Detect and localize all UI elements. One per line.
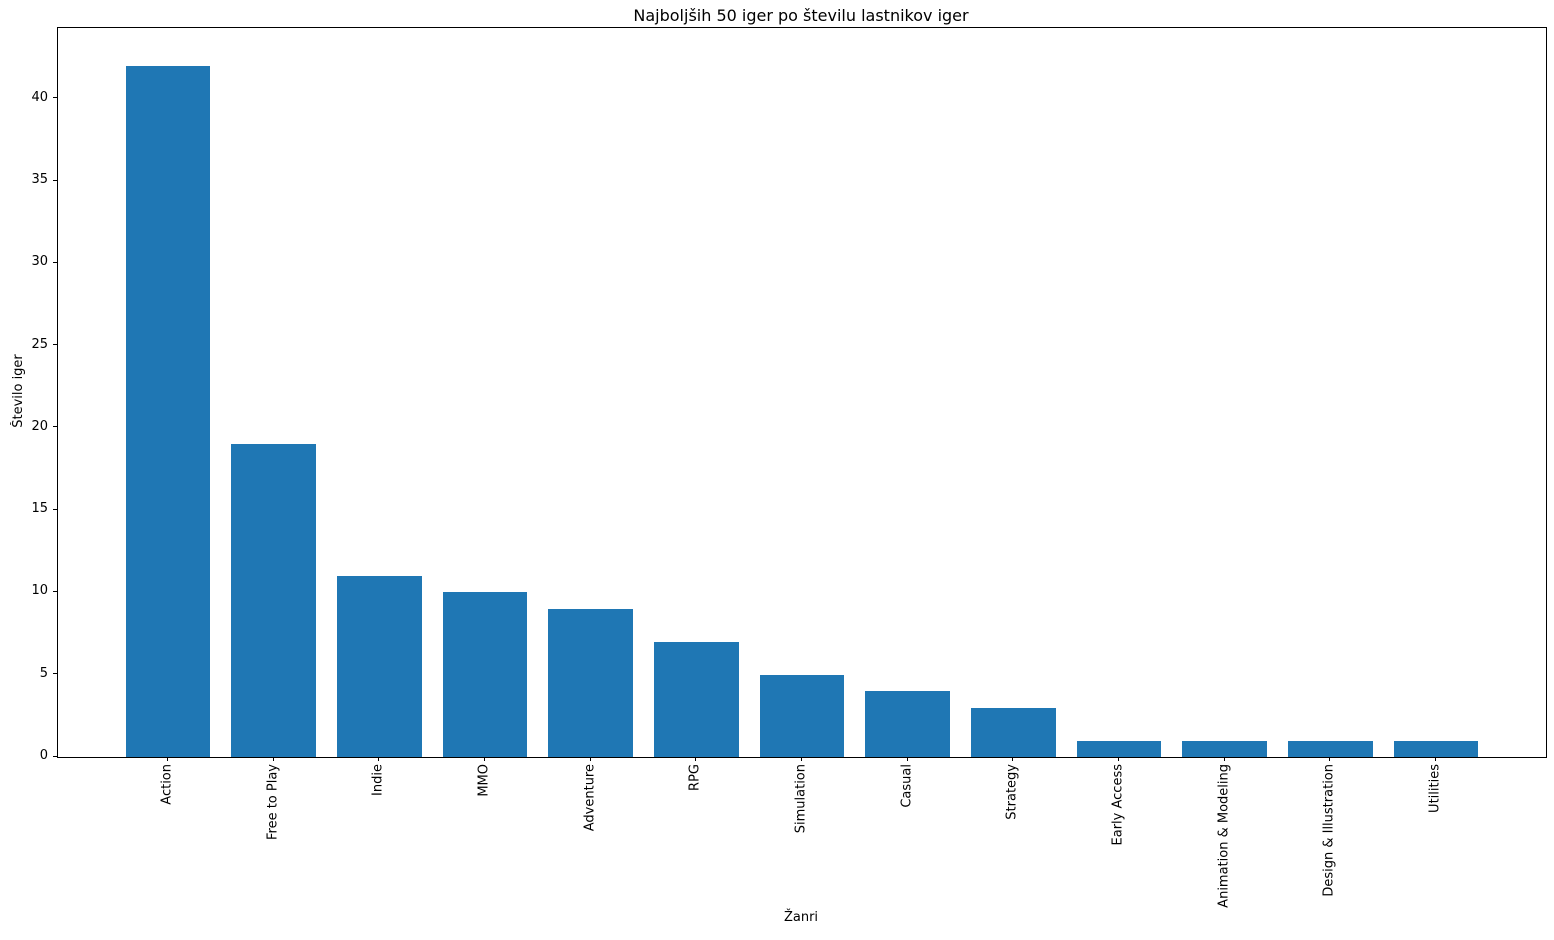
bar-mmo bbox=[442, 592, 528, 757]
x-tick-label-design-illustration: Design & Illustration bbox=[1321, 764, 1338, 897]
bar-rpg bbox=[654, 641, 739, 757]
x-tick-mark bbox=[1012, 757, 1014, 761]
x-tick-mark bbox=[272, 757, 274, 761]
x-tick-label-indie: Indie bbox=[370, 764, 387, 796]
bar-simulation bbox=[759, 674, 845, 757]
x-tick-label-text: Early Access bbox=[1110, 764, 1126, 846]
x-tick-mark bbox=[1329, 757, 1331, 761]
x-tick-label-free-to-play: Free to Play bbox=[264, 764, 281, 840]
bar-casual bbox=[865, 691, 950, 757]
y-tick-mark bbox=[53, 508, 57, 510]
y-tick-label: 15 bbox=[31, 501, 48, 517]
x-tick-mark bbox=[483, 757, 485, 761]
bar-indie bbox=[337, 575, 422, 757]
bar-free-to-play bbox=[231, 444, 316, 757]
x-tick-label-early-access: Early Access bbox=[1110, 764, 1127, 845]
y-tick-label: 40 bbox=[31, 89, 48, 105]
x-tick-mark bbox=[801, 757, 802, 761]
bar-animation-modeling bbox=[1182, 740, 1267, 757]
x-tick-label-text: Animation & Modeling bbox=[1216, 764, 1232, 908]
x-tick-label-strategy: Strategy bbox=[1004, 764, 1021, 820]
x-tick-mark bbox=[906, 757, 908, 761]
x-tick-mark bbox=[166, 757, 168, 761]
y-tick-label: 30 bbox=[31, 254, 48, 270]
y-tick-label: 20 bbox=[31, 418, 48, 434]
x-tick-mark bbox=[378, 757, 380, 761]
bar-early-access bbox=[1076, 740, 1162, 757]
x-tick-label-text: Indie bbox=[370, 764, 386, 796]
x-tick-label-rpg: RPG bbox=[687, 764, 704, 791]
y-tick-mark bbox=[53, 97, 57, 99]
y-tick-label: 25 bbox=[31, 336, 48, 352]
x-tick-label-text: Casual bbox=[899, 764, 915, 808]
x-tick-label-text: Adventure bbox=[582, 764, 598, 832]
x-tick-label-text: MMO bbox=[476, 764, 492, 797]
bar-utilities bbox=[1393, 740, 1479, 757]
x-tick-label-animation-modeling: Animation & Modeling bbox=[1215, 764, 1232, 908]
x-tick-label-text: Strategy bbox=[1004, 764, 1020, 820]
x-tick-label-simulation: Simulation bbox=[793, 764, 810, 833]
x-tick-label-mmo: MMO bbox=[475, 764, 492, 797]
x-tick-mark bbox=[1118, 757, 1120, 761]
x-tick-mark bbox=[1223, 757, 1225, 761]
y-tick-label: 0 bbox=[39, 748, 48, 763]
x-tick-label-text: Action bbox=[159, 764, 175, 805]
y-tick-mark bbox=[53, 673, 57, 675]
x-tick-label-text: RPG bbox=[687, 764, 703, 791]
chart-title: Najboljših 50 iger po številu lastnikov … bbox=[633, 6, 969, 25]
x-tick-mark bbox=[1435, 757, 1437, 761]
y-tick-mark bbox=[53, 179, 57, 181]
y-axis-label-text: Število iger bbox=[11, 354, 26, 428]
x-tick-label-adventure: Adventure bbox=[581, 764, 598, 831]
x-tick-label-text: Design & Illustration bbox=[1321, 764, 1337, 897]
y-tick-mark bbox=[53, 590, 57, 592]
x-tick-label-action: Action bbox=[158, 764, 175, 805]
y-tick-label: 35 bbox=[31, 172, 48, 188]
bar-strategy bbox=[971, 707, 1056, 757]
x-tick-label-text: Utilities bbox=[1427, 764, 1443, 813]
y-tick-mark bbox=[53, 426, 57, 428]
x-axis-label: Žanri bbox=[783, 910, 819, 925]
bar-action bbox=[125, 65, 211, 757]
bar-adventure bbox=[548, 608, 633, 757]
x-tick-mark bbox=[589, 757, 591, 761]
y-axis-label: Število iger bbox=[10, 354, 27, 428]
x-tick-mark bbox=[695, 757, 697, 761]
y-tick-label: 5 bbox=[39, 665, 48, 681]
y-tick-mark bbox=[53, 344, 57, 346]
bar-design-illustration bbox=[1288, 740, 1373, 757]
y-tick-label: 10 bbox=[31, 583, 48, 599]
y-tick-mark bbox=[53, 755, 57, 757]
x-tick-label-utilities: Utilities bbox=[1427, 764, 1444, 813]
plot-area bbox=[57, 27, 1547, 758]
x-tick-label-text: Free to Play bbox=[265, 764, 281, 841]
x-tick-label-text: Simulation bbox=[793, 764, 809, 834]
y-tick-mark bbox=[53, 261, 57, 263]
x-tick-label-casual: Casual bbox=[898, 764, 915, 808]
